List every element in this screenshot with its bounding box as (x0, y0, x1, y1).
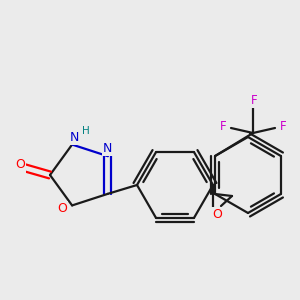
Text: N: N (103, 142, 112, 155)
Text: O: O (15, 158, 25, 172)
Text: O: O (57, 202, 67, 215)
Text: F: F (220, 121, 226, 134)
Text: F: F (251, 94, 257, 107)
Text: O: O (212, 208, 222, 220)
Text: F: F (280, 121, 286, 134)
Text: H: H (82, 126, 90, 136)
Text: N: N (69, 131, 79, 144)
